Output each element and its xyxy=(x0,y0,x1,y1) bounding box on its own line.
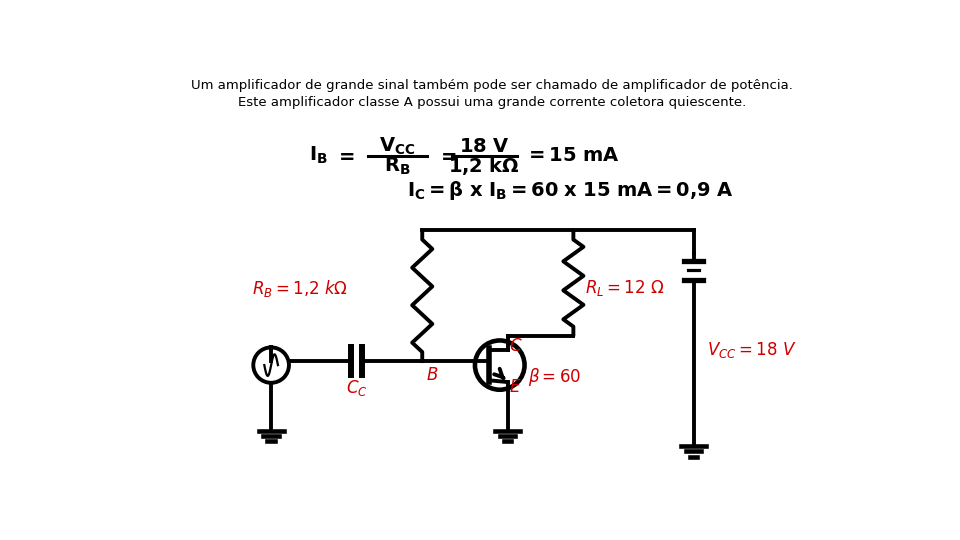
Text: $\mathbf{1{,}2\ k\Omega}$: $\mathbf{1{,}2\ k\Omega}$ xyxy=(448,156,520,178)
Text: $\mathbf{=}$: $\mathbf{=}$ xyxy=(437,146,457,165)
Text: $R_B = 1{,}2\ k\Omega$: $R_B = 1{,}2\ k\Omega$ xyxy=(252,278,348,299)
Text: $\mathbf{V_{CC}}$: $\mathbf{V_{CC}}$ xyxy=(379,136,416,157)
Text: $C$: $C$ xyxy=(509,337,522,355)
Text: $\beta = 60$: $\beta = 60$ xyxy=(528,366,582,388)
Text: $V_{CC} = 18\ V$: $V_{CC} = 18\ V$ xyxy=(708,340,797,360)
Text: $C_C$: $C_C$ xyxy=(346,378,368,398)
Text: Um amplificador de grande sinal também pode ser chamado de amplificador de potên: Um amplificador de grande sinal também p… xyxy=(191,79,793,92)
Text: $\mathbf{I_B}$: $\mathbf{I_B}$ xyxy=(309,145,327,166)
Text: $\mathbf{I_C = \beta\ x\ I_B = 60\ x\ 15\ mA = 0{,}9\ A}$: $\mathbf{I_C = \beta\ x\ I_B = 60\ x\ 15… xyxy=(407,179,733,202)
Text: $B$: $B$ xyxy=(426,366,439,384)
Text: $E$: $E$ xyxy=(509,377,521,396)
Text: $\mathbf{R_B}$: $\mathbf{R_B}$ xyxy=(384,156,411,177)
Text: $\mathbf{= 15\ mA}$: $\mathbf{= 15\ mA}$ xyxy=(524,146,619,165)
Text: $\mathbf{18\ V}$: $\mathbf{18\ V}$ xyxy=(459,137,510,156)
Text: $R_L = 12\ \Omega$: $R_L = 12\ \Omega$ xyxy=(585,278,664,298)
Text: $\mathbf{=}$: $\mathbf{=}$ xyxy=(335,146,355,165)
Text: Este amplificador classe A possui uma grande corrente coletora quiescente.: Este amplificador classe A possui uma gr… xyxy=(238,96,746,109)
